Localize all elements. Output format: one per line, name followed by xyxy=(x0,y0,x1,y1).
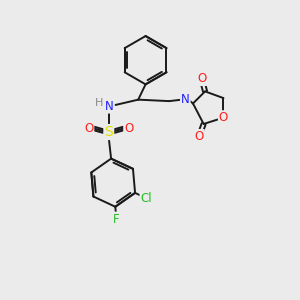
Text: O: O xyxy=(197,72,206,85)
Text: O: O xyxy=(194,130,204,143)
Text: O: O xyxy=(219,111,228,124)
Text: F: F xyxy=(113,213,120,226)
Text: O: O xyxy=(124,122,134,135)
Text: O: O xyxy=(84,122,93,135)
Text: S: S xyxy=(104,125,113,139)
Text: Cl: Cl xyxy=(140,192,152,205)
Text: N: N xyxy=(104,100,113,112)
Text: N: N xyxy=(181,93,190,106)
Text: H: H xyxy=(95,98,103,108)
